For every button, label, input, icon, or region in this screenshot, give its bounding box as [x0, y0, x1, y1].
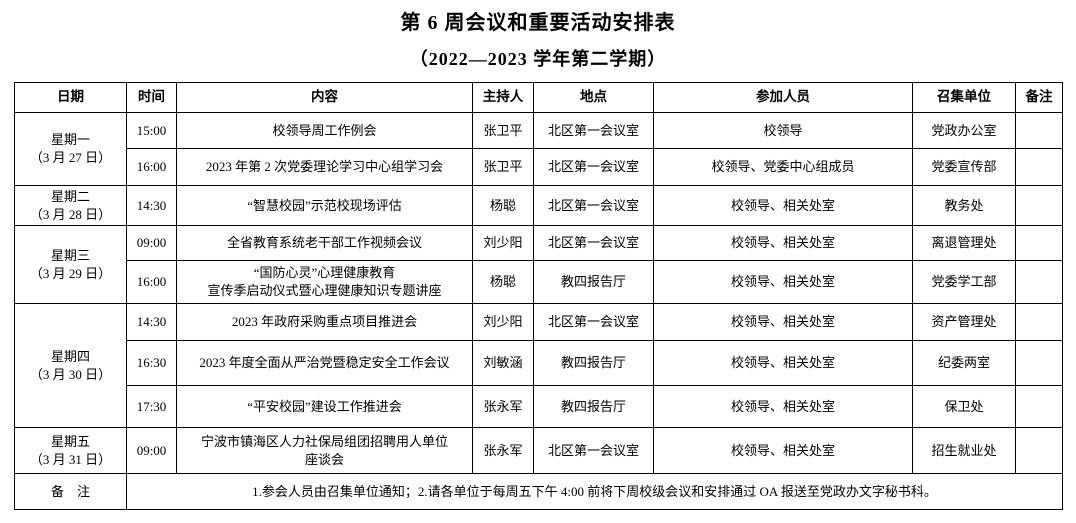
host-cell: 张卫平: [472, 112, 534, 149]
content-cell: “平安校园”建设工作推进会: [176, 385, 473, 428]
table-row: 16:00 “国防心灵”心理健康教育 宣传季启动仪式暨心理健康知识专题讲座 杨聪…: [15, 260, 1063, 304]
remark-cell: [1015, 340, 1063, 386]
organizer-cell: 教务处: [912, 185, 1016, 226]
table-row: 17:30 “平安校园”建设工作推进会 张永军 教四报告厅 校领导、相关处室 保…: [15, 385, 1063, 428]
table-row: 星期五 （3 月 31 日） 09:00 宁波市镇海区人力社保局组团招聘用人单位…: [14, 427, 1063, 474]
organizer-cell: 离退管理处: [912, 225, 1016, 261]
participants-cell: 校领导、相关处室: [653, 427, 913, 474]
remark-cell: [1015, 427, 1063, 474]
table-row: 星期一 （3 月 27 日） 15:00 校领导周工作例会 张卫平 北区第一会议…: [14, 112, 1063, 186]
participants-cell: 校领导、相关处室: [653, 303, 913, 341]
header-cell-time: 时间: [126, 82, 177, 113]
header-row: 日期 时间 内容 主持人 地点 参加人员 召集单位 备注: [14, 82, 1063, 113]
location-cell: 北区第一会议室: [533, 148, 654, 186]
remark-cell: [1015, 385, 1063, 428]
location-cell: 北区第一会议室: [533, 427, 654, 474]
time-cell: 17:30: [126, 385, 177, 428]
document-subtitle: （2022—2023 学年第二学期）: [409, 49, 667, 69]
header-cell-host: 主持人: [472, 82, 534, 113]
location-cell: 教四报告厅: [533, 260, 654, 304]
header-cell-organizer: 召集单位: [912, 82, 1016, 113]
content-cell: 2023 年度全面从严治党暨稳定安全工作会议: [176, 340, 473, 386]
date-cell-thursday: 星期四 （3 月 30 日）: [14, 303, 127, 428]
organizer-cell: 保卫处: [912, 385, 1016, 428]
date-cell-friday: 星期五 （3 月 31 日）: [14, 427, 127, 474]
location-cell: 教四报告厅: [533, 385, 654, 428]
content-cell: 宁波市镇海区人力社保局组团招聘用人单位 座谈会: [176, 427, 473, 474]
header-cell-participants: 参加人员: [653, 82, 913, 113]
organizer-cell: 党政办公室: [912, 112, 1016, 149]
host-cell: 刘敏涵: [472, 340, 534, 386]
time-cell: 15:00: [126, 112, 177, 149]
time-cell: 16:00: [126, 260, 177, 304]
remark-cell: [1015, 225, 1063, 261]
organizer-cell: 招生就业处: [912, 427, 1016, 474]
content-cell: 2023 年政府采购重点项目推进会: [176, 303, 473, 341]
header-cell-location: 地点: [533, 82, 654, 113]
note-label-cell: 备 注: [14, 473, 127, 510]
remark-cell: [1015, 303, 1063, 341]
header-cell-date: 日期: [14, 82, 127, 113]
host-cell: 杨聪: [472, 260, 534, 304]
host-cell: 刘少阳: [472, 303, 534, 341]
content-cell: 2023 年第 2 次党委理论学习中心组学习会: [176, 148, 473, 186]
time-cell: 16:30: [126, 340, 177, 386]
document-title: 第 6 周会议和重要活动安排表: [400, 12, 676, 34]
participants-cell: 校领导、相关处室: [653, 225, 913, 261]
content-cell: “国防心灵”心理健康教育 宣传季启动仪式暨心理健康知识专题讲座: [176, 260, 473, 304]
content-cell: “智慧校园”示范校现场评估: [176, 185, 473, 226]
date-cell-tuesday: 星期二 （3 月 28 日）: [14, 185, 127, 226]
date-cell-wednesday: 星期三 （3 月 29 日）: [14, 225, 127, 304]
remark-cell: [1015, 112, 1063, 149]
table-row: 星期四 （3 月 30 日） 14:30 2023 年政府采购重点项目推进会 刘…: [14, 303, 1063, 428]
time-cell: 14:30: [126, 185, 177, 226]
organizer-cell: 党委学工部: [912, 260, 1016, 304]
remark-cell: [1015, 260, 1063, 304]
date-cell-monday: 星期一 （3 月 27 日）: [14, 112, 127, 186]
participants-cell: 校领导、相关处室: [653, 385, 913, 428]
participants-cell: 校领导、相关处室: [653, 185, 913, 226]
host-cell: 张永军: [472, 385, 534, 428]
time-cell: 16:00: [126, 148, 177, 186]
header-cell-remark: 备注: [1015, 82, 1063, 113]
location-cell: 北区第一会议室: [533, 185, 654, 226]
location-cell: 北区第一会议室: [533, 225, 654, 261]
content-cell: 全省教育系统老干部工作视频会议: [176, 225, 473, 261]
content-cell: 校领导周工作例会: [176, 112, 473, 149]
participants-cell: 校领导、相关处室: [653, 260, 913, 304]
host-cell: 刘少阳: [472, 225, 534, 261]
table-row: 16:30 2023 年度全面从严治党暨稳定安全工作会议 刘敏涵 教四报告厅 校…: [15, 340, 1063, 386]
host-cell: 杨聪: [472, 185, 534, 226]
time-cell: 14:30: [126, 303, 177, 341]
table-row: 星期二 （3 月 28 日） 14:30 “智慧校园”示范校现场评估 杨聪 北区…: [14, 185, 1063, 226]
location-cell: 北区第一会议室: [533, 112, 654, 149]
weekly-schedule-table: 日期 时间 内容 主持人 地点 参加人员 召集单位 备注 星期一 （3 月 27…: [14, 82, 1063, 510]
table-row: 16:00 2023 年第 2 次党委理论学习中心组学习会 张卫平 北区第一会议…: [15, 148, 1063, 186]
location-cell: 教四报告厅: [533, 340, 654, 386]
participants-cell: 校领导: [653, 112, 913, 149]
header-cell-content: 内容: [176, 82, 473, 113]
host-cell: 张永军: [472, 427, 534, 474]
organizer-cell: 党委宣传部: [912, 148, 1016, 186]
participants-cell: 校领导、相关处室: [653, 340, 913, 386]
participants-cell: 校领导、党委中心组成员: [653, 148, 913, 186]
organizer-cell: 资产管理处: [912, 303, 1016, 341]
note-cell: 1.参会人员由召集单位通知；2.请各单位于每周五下午 4:00 前将下周校级会议…: [126, 473, 1063, 510]
host-cell: 张卫平: [472, 148, 534, 186]
organizer-cell: 纪委两室: [912, 340, 1016, 386]
remark-cell: [1015, 148, 1063, 186]
location-cell: 北区第一会议室: [533, 303, 654, 341]
note-row: 备 注 1.参会人员由召集单位通知；2.请各单位于每周五下午 4:00 前将下周…: [14, 473, 1063, 510]
remark-cell: [1015, 185, 1063, 226]
table-row: 星期三 （3 月 29 日） 09:00 全省教育系统老干部工作视频会议 刘少阳…: [14, 225, 1063, 304]
time-cell: 09:00: [126, 225, 177, 261]
time-cell: 09:00: [126, 427, 177, 474]
